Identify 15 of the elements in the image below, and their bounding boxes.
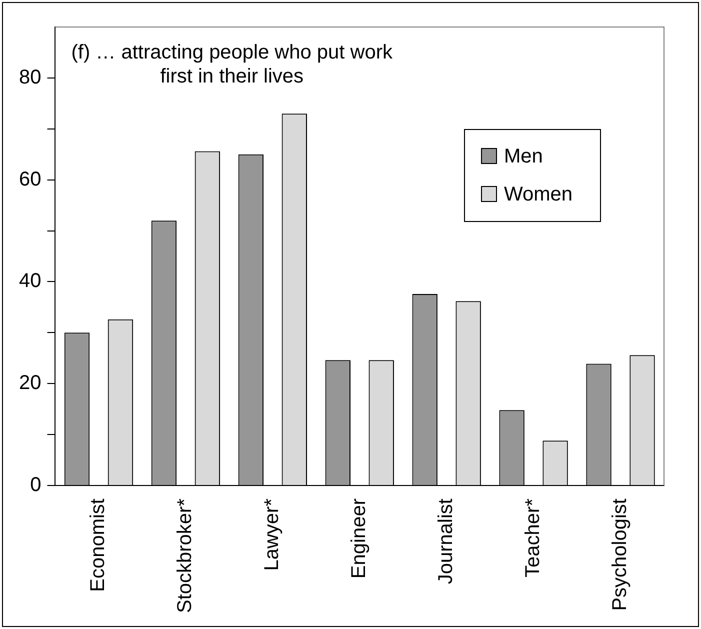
x-tick-label: Teacher* [522, 498, 544, 578]
x-tick-label: Stockbroker* [174, 498, 196, 614]
legend-label: Men [504, 146, 543, 168]
x-tick-label: Psychologist [609, 498, 632, 611]
y-tick-label: 60 [18, 168, 42, 190]
x-tick-label: Lawyer* [261, 498, 284, 571]
y-tick-label: 40 [18, 270, 42, 292]
y-tick-label: 80 [18, 66, 42, 88]
legend-label: Women [504, 184, 573, 206]
x-tick-label: Economist [87, 498, 110, 592]
y-tick-label: 20 [18, 372, 42, 394]
y-tick-label: 0 [30, 474, 42, 496]
x-tick-label: Engineer [348, 498, 370, 579]
x-tick-label: Journalist [435, 498, 458, 584]
text: (f) … attracting people who put work first in their lives [71, 42, 394, 88]
